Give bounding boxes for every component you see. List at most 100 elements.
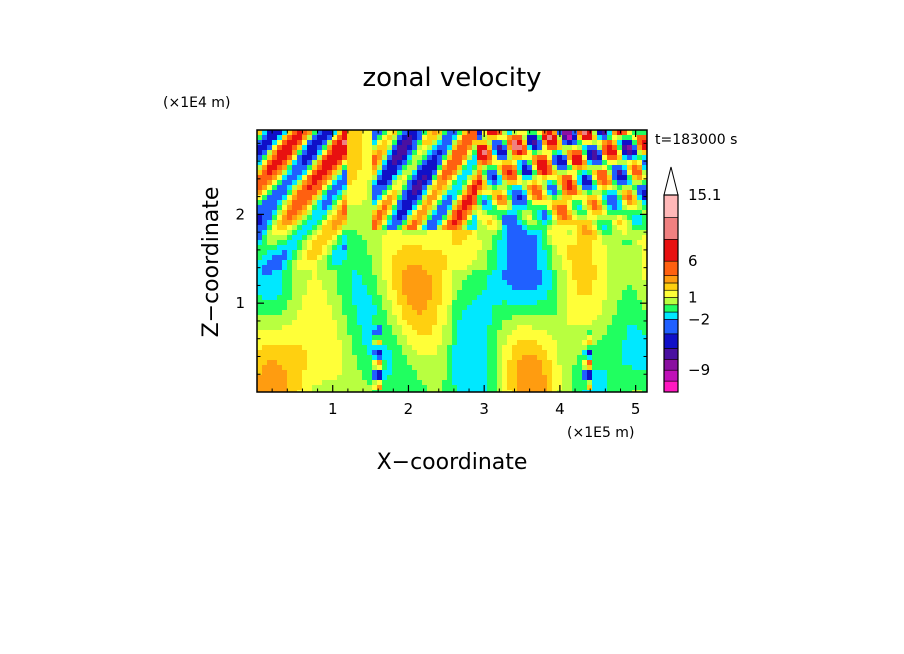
field-cell [532,130,538,136]
field-cell [407,365,413,371]
field-cell [537,290,543,296]
field-cell [517,185,523,191]
field-cell [347,335,353,341]
field-cell [337,360,343,366]
field-cell [512,215,518,221]
field-cell [492,220,498,226]
field-cell [462,315,468,321]
field-cell [582,260,588,266]
field-cell [527,345,533,351]
field-cell [517,250,523,256]
field-cell [517,330,523,336]
field-cell [422,310,428,316]
field-cell [432,130,438,136]
field-cell [262,285,268,291]
field-cell [587,155,593,161]
field-cell [627,140,633,146]
field-cell [537,135,543,141]
field-cell [367,380,373,386]
field-cell [487,265,493,271]
field-cell [547,315,553,321]
field-cell [577,240,583,246]
field-cell [412,295,418,301]
field-cell [502,365,508,371]
field-cell [462,265,468,271]
field-cell [292,150,298,156]
field-cell [292,355,298,361]
field-cell [617,135,623,141]
field-cell [642,190,647,196]
field-cell [457,380,463,386]
field-cell [482,305,488,311]
field-cell [282,220,288,226]
field-cell [552,330,558,336]
field-cell [392,235,398,241]
field-cell [547,160,553,166]
field-cell [552,220,558,226]
field-cell [617,145,623,151]
field-cell [592,240,598,246]
field-cell [507,335,513,341]
field-cell [432,185,438,191]
field-cell [427,375,433,381]
field-cell [587,275,593,281]
field-cell [607,225,613,231]
field-cell [402,245,408,251]
field-cell [622,190,628,196]
field-cell [627,345,633,351]
field-cell [557,165,563,171]
field-cell [292,360,298,366]
field-cell [482,280,488,286]
field-cell [567,190,573,196]
field-cell [262,280,268,286]
field-cell [627,335,633,341]
field-cell [607,355,613,361]
field-cell [577,250,583,256]
field-cell [412,220,418,226]
field-cell [592,340,598,346]
field-cell [572,330,578,336]
field-cell [577,225,583,231]
field-cell [597,270,603,276]
field-cell [472,360,478,366]
field-cell [467,210,473,216]
field-cell [442,350,448,356]
field-cell [607,290,613,296]
field-cell [447,290,453,296]
field-cell [292,290,298,296]
field-cell [497,140,503,146]
field-cell [537,295,543,301]
field-cell [317,140,323,146]
field-cell [492,360,498,366]
field-cell [622,310,628,316]
field-cell [347,350,353,356]
field-cell [537,230,543,236]
field-cell [522,150,528,156]
field-cell [257,160,263,166]
field-cell [342,245,348,251]
field-cell [287,355,293,361]
field-cell [452,255,458,261]
field-cell [517,195,523,201]
field-cell [282,270,288,276]
field-cell [262,310,268,316]
field-cell [327,245,333,251]
field-cell [562,235,568,241]
field-cell [287,215,293,221]
field-cell [612,290,618,296]
field-cell [632,230,638,236]
field-cell [592,310,598,316]
field-cell [392,255,398,261]
field-cell [542,285,548,291]
field-cell [337,250,343,256]
field-cell [597,340,603,346]
field-cell [377,290,383,296]
field-cell [637,390,643,392]
field-cell [547,175,553,181]
field-cell [342,255,348,261]
field-cell [402,205,408,211]
field-cell [487,195,493,201]
field-cell [552,180,558,186]
field-cell [437,235,443,241]
field-cell [637,330,643,336]
